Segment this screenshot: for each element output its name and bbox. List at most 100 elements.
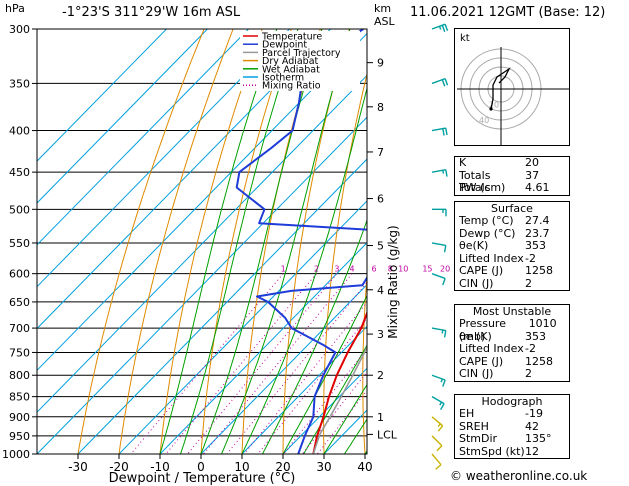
top-label: K xyxy=(459,156,467,169)
wind-barb xyxy=(431,242,447,253)
mixing-ratio-label: 20 xyxy=(440,265,450,274)
temperature-tick-label: 20 xyxy=(275,460,290,474)
top-value: 4.61 xyxy=(525,181,550,194)
hodo-label: SREH xyxy=(459,419,489,433)
mixing-ratio-label: 2 xyxy=(314,265,319,274)
pressure-tick-label: 500 xyxy=(9,203,30,216)
unstable-row: CAPE (J) 1258 xyxy=(455,354,569,369)
altitude-tick-label: 4 xyxy=(377,284,384,297)
hodo-label: StmSpd (kt) xyxy=(459,444,525,458)
wind-barb xyxy=(431,416,444,432)
surface-row: Lifted Index -2 xyxy=(455,251,569,266)
wind-barb-half-flag xyxy=(442,170,445,174)
unstable-label: Lifted Index xyxy=(459,342,524,355)
mixing-ratio-line xyxy=(226,281,367,454)
unstable-value: -2 xyxy=(525,342,536,355)
wind-barb-flag xyxy=(442,379,446,387)
isotherm-line xyxy=(37,29,208,204)
surface-label: Dewp (°C) xyxy=(459,226,516,240)
isotherm-line xyxy=(37,29,331,330)
temperature-tick-label: -10 xyxy=(150,460,170,474)
wind-barb-flag xyxy=(442,278,446,286)
pressure-tick-label: 900 xyxy=(9,411,30,424)
surface-row: θe(K) 353 xyxy=(455,239,569,253)
pressure-tick-label: 450 xyxy=(9,166,30,179)
wet-adiabat-line xyxy=(200,29,323,454)
wind-barb-staff xyxy=(431,374,446,381)
wind-barb xyxy=(431,396,445,411)
wind-barb-flag xyxy=(441,79,446,87)
copyright-footer[interactable]: © weatheronline.co.uk xyxy=(450,469,588,483)
mixing-ratio-label: 3 xyxy=(334,265,339,274)
altitude-tick-label: 1 xyxy=(377,411,384,424)
top-row: Totals Totals 37 xyxy=(455,169,569,194)
wet-adiabat-line xyxy=(262,218,367,454)
mixing-ratio-label: 6 xyxy=(372,265,377,274)
wind-barb-flag xyxy=(444,23,449,32)
dry-adiabat-line xyxy=(401,29,437,454)
wind-barb xyxy=(431,327,447,338)
temperature-tick-label: 30 xyxy=(316,460,331,474)
isotherm-line xyxy=(282,367,367,454)
legend-label: Mixing Ratio xyxy=(262,81,321,92)
isotherm-line xyxy=(118,200,367,454)
legend-label: Isotherm xyxy=(262,73,304,84)
legend-background xyxy=(240,31,360,91)
wet-adiabat-line xyxy=(282,294,367,454)
unstable-row: θe (K) 353 xyxy=(455,329,569,344)
wind-barb-flag xyxy=(443,245,447,253)
pressure-tick-label: 350 xyxy=(9,77,30,90)
top-label: PW (cm) xyxy=(459,181,506,194)
unstable-label: CAPE (J) xyxy=(459,354,504,368)
altitude-tick-label: 2 xyxy=(377,369,384,382)
temperature-tick-label: 0 xyxy=(197,460,205,474)
surface-label: Temp (°C) xyxy=(459,214,514,227)
mixing-ratio-line xyxy=(187,273,338,454)
mixing-ratio-line xyxy=(130,273,284,454)
mixing-ratio-line xyxy=(243,301,367,454)
surface-value: -2 xyxy=(525,251,536,265)
dewpoint-trace xyxy=(235,29,367,454)
hodograph-table: Hodograph EH -19 SREH 42 StmDir 135° StmSpd (k… xyxy=(454,394,570,459)
wind-barb-staff xyxy=(431,416,444,427)
mixing-ratio-label: 10 xyxy=(398,265,408,274)
surface-label: CIN (J) xyxy=(459,276,494,290)
surface-value: 2 xyxy=(525,276,532,290)
wind-barb xyxy=(431,374,446,387)
legend-label: Parcel Trajectory xyxy=(262,48,341,59)
surface-row: Temp (°C) 27.4 xyxy=(455,214,569,228)
isotherm-line xyxy=(241,325,367,454)
most-unstable-title: Most Unstable xyxy=(472,305,552,318)
pressure-tick-label: 650 xyxy=(9,296,30,309)
wind-barb-staff xyxy=(431,453,442,466)
wind-barb-staff xyxy=(431,273,446,280)
pressure-tick-label: 700 xyxy=(9,322,30,335)
isotherm-line xyxy=(159,242,367,454)
hodo-label: StmDir xyxy=(459,432,498,445)
wind-barb-flag xyxy=(435,464,442,470)
unstable-value: 353 xyxy=(525,329,546,343)
hodograph-title: Hodograph xyxy=(481,395,543,408)
surface-value: 27.4 xyxy=(525,214,550,227)
isotherm-line xyxy=(77,158,367,454)
wind-barb xyxy=(431,169,448,177)
wind-barb-flag xyxy=(440,403,445,411)
wind-barb-flag xyxy=(445,169,448,177)
wind-barb-flag xyxy=(441,24,446,33)
unstable-label: θe (K) xyxy=(459,329,492,343)
x-axis-label: Dewpoint / Temperature (°C) xyxy=(109,471,296,486)
wind-barb-flag xyxy=(437,425,444,432)
hodo-value: -19 xyxy=(525,407,543,420)
hodograph-trace xyxy=(490,67,511,110)
dry-adiabat-line xyxy=(607,29,629,454)
top-row: PW (cm) 4.61 xyxy=(455,181,569,195)
km-unit-label: km xyxy=(374,2,392,15)
top-value: 20 xyxy=(525,156,539,169)
altitude-tick-label: 9 xyxy=(377,57,384,70)
temperature-trace xyxy=(312,310,367,454)
pressure-tick-label: 300 xyxy=(9,23,30,36)
hodo-value: 135° xyxy=(525,432,552,445)
wind-barb-staff xyxy=(431,435,443,447)
unstable-row: CIN (J) 2 xyxy=(455,367,569,381)
